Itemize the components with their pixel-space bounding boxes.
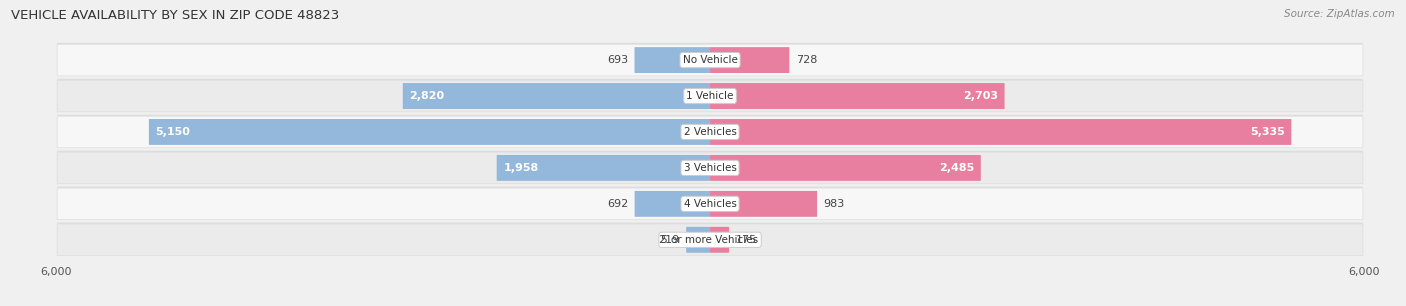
FancyBboxPatch shape <box>58 222 1362 254</box>
FancyBboxPatch shape <box>710 155 981 181</box>
FancyBboxPatch shape <box>58 116 1362 148</box>
Text: 175: 175 <box>735 235 756 245</box>
FancyBboxPatch shape <box>686 227 710 253</box>
FancyBboxPatch shape <box>58 188 1362 220</box>
Text: 2 Vehicles: 2 Vehicles <box>683 127 737 137</box>
Text: 1 Vehicle: 1 Vehicle <box>686 91 734 101</box>
FancyBboxPatch shape <box>634 47 710 73</box>
FancyBboxPatch shape <box>634 191 710 217</box>
FancyBboxPatch shape <box>58 224 1362 256</box>
FancyBboxPatch shape <box>58 43 1362 74</box>
FancyBboxPatch shape <box>710 83 1004 109</box>
FancyBboxPatch shape <box>149 119 710 145</box>
Text: 2,485: 2,485 <box>939 163 974 173</box>
Text: 2,820: 2,820 <box>409 91 444 101</box>
Text: 219: 219 <box>658 235 679 245</box>
FancyBboxPatch shape <box>58 79 1362 110</box>
FancyBboxPatch shape <box>58 115 1362 146</box>
FancyBboxPatch shape <box>710 227 730 253</box>
Text: 5 or more Vehicles: 5 or more Vehicles <box>661 235 759 245</box>
FancyBboxPatch shape <box>58 151 1362 182</box>
Text: 1,958: 1,958 <box>503 163 538 173</box>
Text: 4 Vehicles: 4 Vehicles <box>683 199 737 209</box>
FancyBboxPatch shape <box>402 83 710 109</box>
FancyBboxPatch shape <box>58 44 1362 76</box>
Text: 5,335: 5,335 <box>1250 127 1285 137</box>
Text: 983: 983 <box>824 199 845 209</box>
FancyBboxPatch shape <box>58 187 1362 218</box>
Text: Source: ZipAtlas.com: Source: ZipAtlas.com <box>1284 9 1395 19</box>
Text: 693: 693 <box>607 55 628 65</box>
FancyBboxPatch shape <box>710 47 789 73</box>
Text: 3 Vehicles: 3 Vehicles <box>683 163 737 173</box>
FancyBboxPatch shape <box>58 80 1362 112</box>
Text: 692: 692 <box>607 199 628 209</box>
Text: VEHICLE AVAILABILITY BY SEX IN ZIP CODE 48823: VEHICLE AVAILABILITY BY SEX IN ZIP CODE … <box>11 9 339 22</box>
FancyBboxPatch shape <box>710 191 817 217</box>
Text: 2,703: 2,703 <box>963 91 998 101</box>
Text: 728: 728 <box>796 55 817 65</box>
Text: No Vehicle: No Vehicle <box>682 55 738 65</box>
FancyBboxPatch shape <box>58 152 1362 184</box>
FancyBboxPatch shape <box>496 155 710 181</box>
Text: 5,150: 5,150 <box>156 127 190 137</box>
FancyBboxPatch shape <box>710 119 1291 145</box>
